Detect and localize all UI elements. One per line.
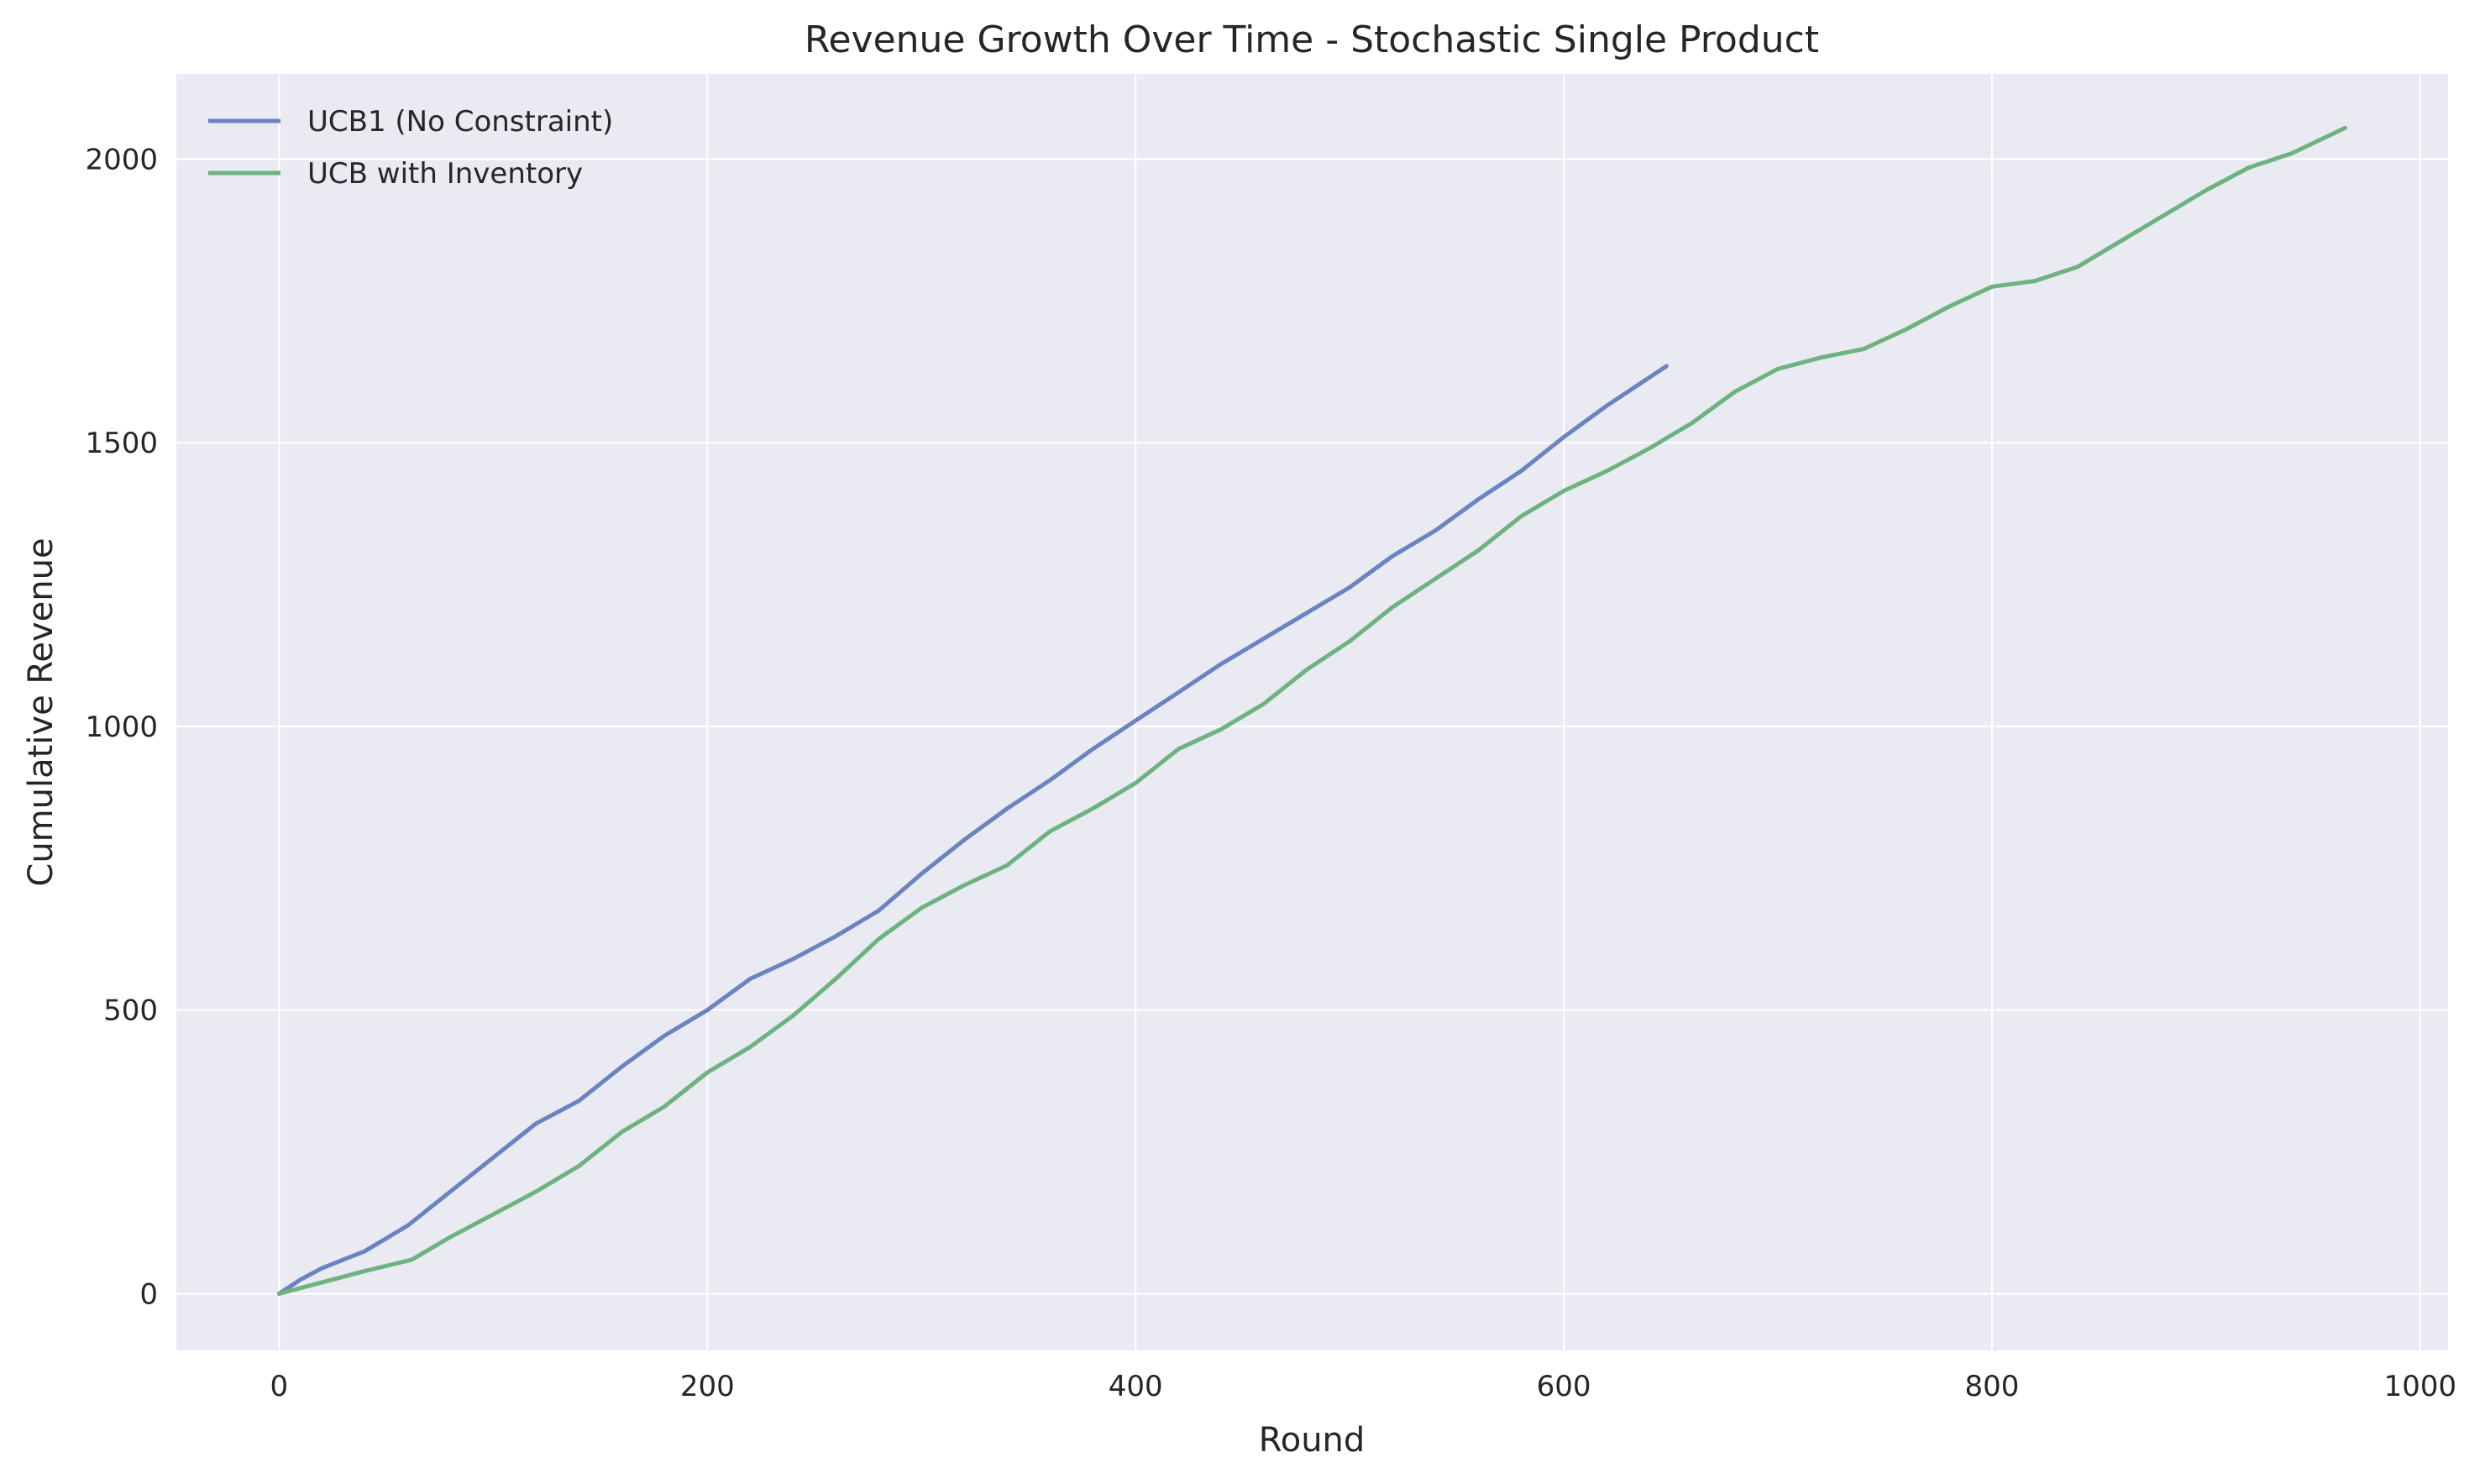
legend-label: UCB with Inventory [307, 157, 583, 191]
y-tick-label: 1000 [85, 711, 158, 744]
y-tick-label: 500 [103, 994, 158, 1028]
legend-label: UCB1 (No Constraint) [307, 105, 613, 139]
chart-title: Revenue Growth Over Time - Stochastic Si… [805, 18, 1819, 61]
x-tick-label: 1000 [2384, 1370, 2457, 1403]
x-tick-label: 0 [270, 1370, 289, 1403]
x-tick-label: 400 [1109, 1370, 1163, 1403]
y-tick-label: 1500 [85, 427, 158, 460]
series-line-1 [276, 364, 1669, 1296]
y-tick-label: 2000 [85, 143, 158, 176]
x-tick-labels: 0 200 400 600 800 1000 [270, 1370, 2457, 1403]
legend: UCB1 (No Constraint) UCB with Inventory [208, 105, 613, 191]
series-line-2 [276, 125, 2348, 1296]
y-tick-label: 0 [139, 1277, 158, 1311]
x-axis-label: Round [1259, 1421, 1366, 1460]
grid-lines [176, 74, 2448, 1350]
y-tick-labels: 0 500 1000 1500 2000 [85, 143, 158, 1311]
plot-background [176, 74, 2448, 1350]
x-tick-label: 200 [680, 1370, 735, 1403]
x-tick-label: 600 [1537, 1370, 1591, 1403]
y-axis-label: Cumulative Revenue [22, 537, 60, 886]
x-tick-label: 800 [1965, 1370, 2020, 1403]
series-lines [276, 125, 2348, 1296]
